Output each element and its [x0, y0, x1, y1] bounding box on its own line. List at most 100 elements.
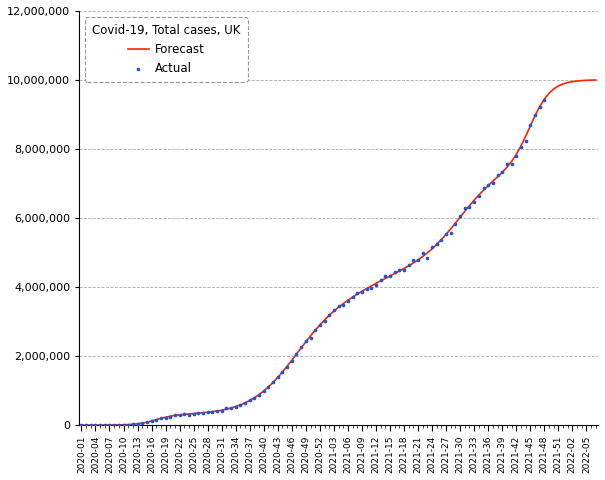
Actual — [357, 288, 367, 296]
Actual — [123, 421, 133, 429]
Actual — [310, 326, 320, 334]
Actual — [91, 421, 100, 429]
Actual — [114, 421, 123, 429]
Actual — [306, 334, 315, 342]
Forecast — [574, 78, 581, 84]
Actual — [301, 337, 311, 345]
Actual — [474, 192, 483, 200]
Actual — [147, 417, 157, 425]
Actual — [137, 420, 147, 427]
Actual — [456, 213, 465, 220]
Actual — [497, 168, 507, 176]
Actual — [208, 408, 217, 416]
Actual — [488, 179, 498, 187]
Actual — [198, 409, 208, 417]
Actual — [203, 408, 212, 416]
Actual — [465, 203, 474, 211]
Actual — [189, 410, 198, 418]
Actual — [362, 285, 371, 293]
Actual — [240, 399, 250, 407]
Actual — [540, 96, 549, 104]
Actual — [175, 411, 185, 419]
Actual — [385, 272, 395, 280]
Forecast — [377, 278, 384, 284]
Actual — [81, 421, 91, 429]
Actual — [319, 317, 329, 324]
Actual — [77, 421, 87, 429]
Actual — [100, 421, 110, 429]
Actual — [521, 138, 531, 145]
Actual — [86, 421, 96, 429]
Actual — [287, 357, 296, 365]
Forecast — [209, 409, 216, 415]
Actual — [367, 284, 376, 292]
Actual — [151, 416, 161, 424]
Actual — [353, 289, 362, 297]
Forecast — [195, 410, 202, 416]
Actual — [511, 152, 521, 159]
Actual — [254, 391, 264, 399]
Legend: Forecast, Actual: Forecast, Actual — [85, 17, 247, 82]
Actual — [231, 403, 241, 410]
Actual — [283, 363, 292, 371]
Actual — [413, 256, 423, 264]
Actual — [446, 229, 456, 237]
Actual — [226, 404, 236, 412]
Actual — [264, 383, 273, 390]
Actual — [441, 230, 451, 238]
Actual — [119, 421, 128, 429]
Actual — [343, 297, 353, 304]
Actual — [105, 421, 114, 429]
Actual — [194, 409, 203, 417]
Actual — [132, 420, 142, 428]
Actual — [268, 378, 278, 386]
Forecast — [269, 380, 276, 385]
Actual — [329, 306, 339, 313]
Actual — [535, 103, 545, 110]
Actual — [404, 261, 414, 269]
Actual — [432, 240, 442, 248]
Actual — [259, 387, 269, 395]
Actual — [110, 421, 119, 429]
Actual — [437, 236, 446, 244]
Actual — [469, 199, 479, 206]
Actual — [96, 421, 105, 429]
Actual — [381, 272, 390, 280]
Actual — [479, 184, 488, 192]
Actual — [128, 420, 138, 428]
Actual — [371, 282, 381, 289]
Actual — [427, 243, 437, 251]
Actual — [217, 407, 226, 414]
Actual — [483, 181, 493, 189]
Forecast — [78, 422, 85, 428]
Actual — [212, 408, 222, 415]
Actual — [399, 266, 409, 274]
Actual — [525, 121, 535, 129]
Actual — [165, 413, 175, 420]
Actual — [418, 250, 428, 257]
Line: Forecast: Forecast — [82, 80, 596, 425]
Actual — [184, 411, 194, 419]
Actual — [156, 414, 166, 422]
Actual — [292, 350, 301, 358]
Actual — [221, 404, 231, 411]
Forecast — [316, 322, 324, 328]
Actual — [324, 311, 334, 318]
Actual — [408, 256, 418, 264]
Actual — [338, 301, 348, 309]
Actual — [142, 419, 152, 426]
Actual — [296, 343, 306, 351]
Actual — [516, 144, 526, 151]
Actual — [273, 373, 283, 381]
Actual — [170, 411, 180, 419]
Actual — [492, 171, 502, 179]
Actual — [507, 160, 517, 168]
Actual — [348, 293, 358, 300]
Actual — [502, 160, 512, 168]
Actual — [530, 111, 540, 119]
Actual — [390, 268, 399, 276]
Actual — [422, 254, 432, 262]
Actual — [278, 368, 287, 376]
Actual — [334, 302, 344, 310]
Forecast — [592, 77, 600, 83]
